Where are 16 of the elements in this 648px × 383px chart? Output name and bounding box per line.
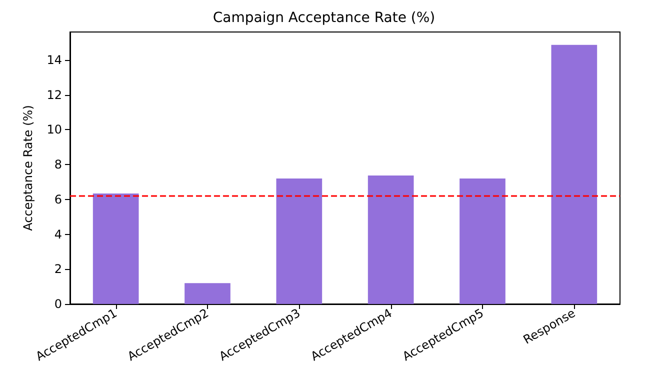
y-tick-label: 12 [46, 88, 62, 102]
y-tick-label: 0 [54, 297, 62, 311]
y-tick-label: 8 [54, 158, 62, 172]
chart-title: Campaign Acceptance Rate (%) [212, 10, 436, 26]
bar [184, 283, 230, 304]
bar [460, 178, 506, 304]
bar [368, 175, 414, 304]
y-tick-label: 14 [46, 52, 62, 67]
bar [92, 193, 139, 304]
y-tick-label: 10 [46, 122, 62, 137]
y-tick-label: 4 [54, 227, 62, 242]
bar [551, 44, 598, 304]
bar [276, 178, 322, 304]
y-tick-label: 2 [54, 262, 62, 276]
y-axis-title: Acceptance Rate (%) [21, 105, 35, 231]
y-tick-label: 6 [54, 192, 62, 206]
